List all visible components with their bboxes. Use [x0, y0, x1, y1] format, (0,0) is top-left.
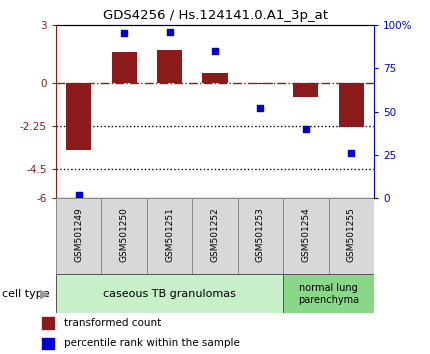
Point: [75, 192, 82, 198]
FancyBboxPatch shape: [192, 198, 238, 274]
FancyBboxPatch shape: [238, 198, 283, 274]
Text: GSM501249: GSM501249: [74, 207, 83, 262]
Bar: [339, 82, 364, 127]
FancyBboxPatch shape: [283, 198, 329, 274]
FancyBboxPatch shape: [283, 274, 374, 313]
FancyBboxPatch shape: [147, 198, 192, 274]
Text: GSM501251: GSM501251: [165, 207, 174, 262]
Bar: [248, 82, 273, 84]
FancyBboxPatch shape: [56, 274, 283, 313]
Text: GSM501253: GSM501253: [256, 207, 265, 262]
Text: GSM501250: GSM501250: [120, 207, 129, 262]
FancyBboxPatch shape: [56, 198, 101, 274]
Bar: [293, 82, 318, 97]
Point: [166, 29, 173, 35]
Text: GSM501254: GSM501254: [301, 207, 310, 262]
Text: ▶: ▶: [40, 287, 50, 300]
Text: GSM501255: GSM501255: [347, 207, 356, 262]
Text: cell type: cell type: [2, 289, 50, 299]
Text: normal lung
parenchyma: normal lung parenchyma: [298, 283, 359, 305]
Title: GDS4256 / Hs.124141.0.A1_3p_at: GDS4256 / Hs.124141.0.A1_3p_at: [102, 9, 328, 22]
Point: [302, 126, 309, 132]
Bar: [203, 73, 227, 82]
Text: caseous TB granulomas: caseous TB granulomas: [103, 289, 236, 299]
Bar: [42, 317, 54, 329]
Bar: [42, 338, 54, 349]
Point: [257, 105, 264, 111]
Point: [121, 30, 128, 36]
Text: GSM501252: GSM501252: [211, 207, 219, 262]
Point: [212, 48, 218, 53]
FancyBboxPatch shape: [101, 198, 147, 274]
FancyBboxPatch shape: [329, 198, 374, 274]
Bar: [66, 82, 91, 150]
Bar: [157, 50, 182, 82]
Text: transformed count: transformed count: [64, 318, 162, 328]
Bar: [112, 52, 137, 82]
Text: percentile rank within the sample: percentile rank within the sample: [64, 338, 240, 348]
Point: [348, 150, 355, 156]
